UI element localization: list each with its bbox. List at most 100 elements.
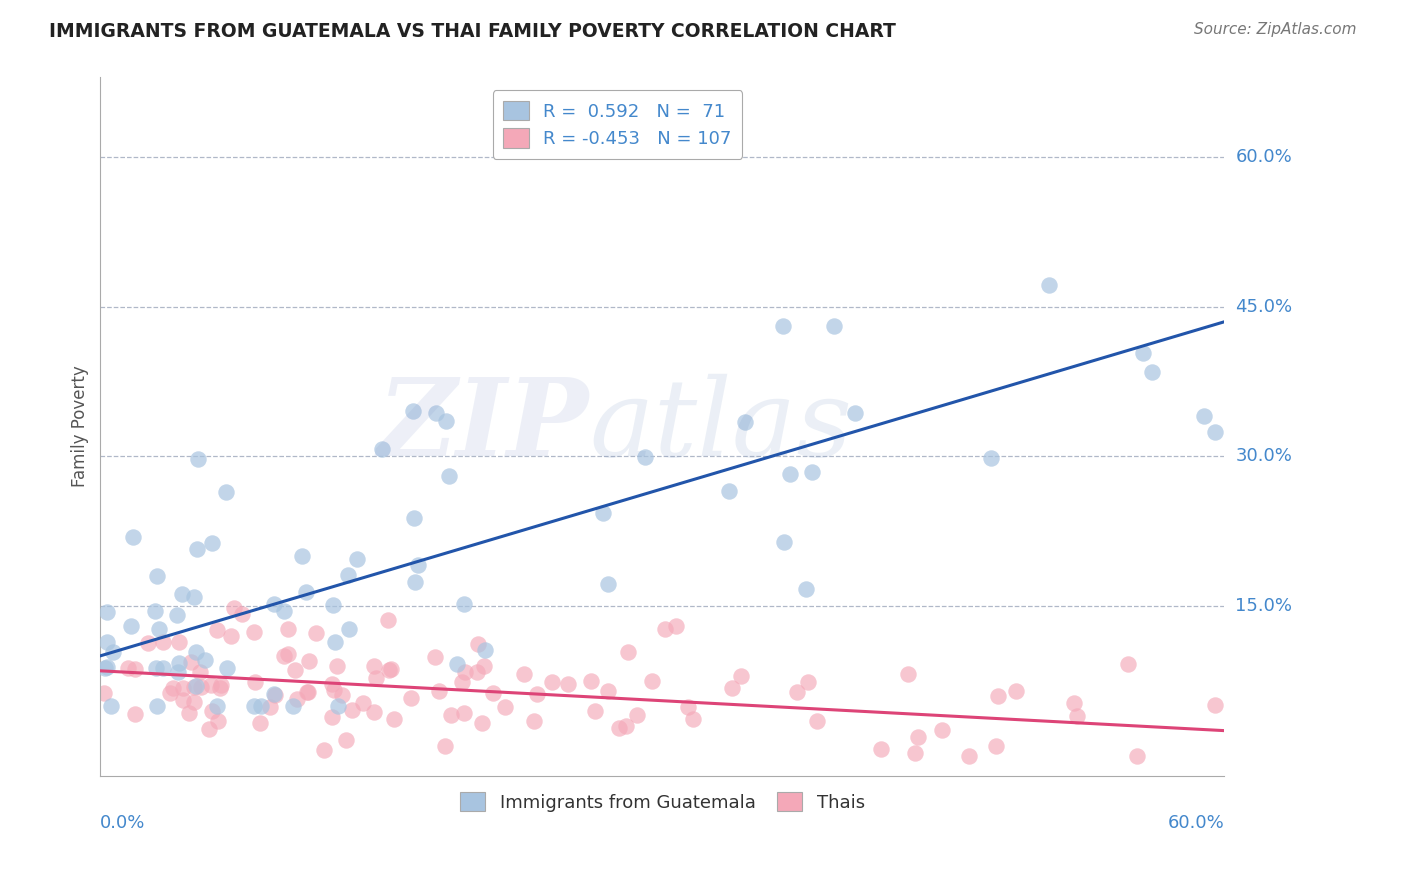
Point [377, 663, 399, 677]
Point [190, 680, 212, 694]
Point [121, 530, 143, 544]
Point [179, 655, 201, 669]
Point [152, 635, 174, 649]
Point [96, 659, 118, 673]
Point [772, 318, 794, 333]
Text: 60.0%: 60.0% [1236, 148, 1292, 166]
Point [273, 648, 295, 663]
Point [797, 674, 820, 689]
Point [162, 681, 184, 695]
Point [1038, 277, 1060, 292]
Point [337, 622, 360, 636]
Point [465, 665, 488, 680]
Point [167, 656, 190, 670]
Legend: Immigrants from Guatemala, Thais: Immigrants from Guatemala, Thais [453, 784, 872, 819]
Point [277, 648, 299, 662]
Point [440, 707, 463, 722]
Point [215, 485, 238, 500]
Point [450, 674, 472, 689]
Point [205, 698, 228, 713]
Point [219, 629, 242, 643]
Point [283, 698, 305, 713]
Point [117, 661, 139, 675]
Point [401, 404, 423, 418]
Point [425, 649, 447, 664]
Point [734, 415, 756, 429]
Point [200, 678, 222, 692]
Point [579, 674, 602, 689]
Point [583, 704, 606, 718]
Point [682, 712, 704, 726]
Point [633, 450, 655, 464]
Point [1192, 409, 1215, 424]
Point [342, 703, 364, 717]
Point [197, 723, 219, 737]
Point [377, 613, 399, 627]
Point [1204, 425, 1226, 439]
Point [314, 743, 336, 757]
Point [1140, 365, 1163, 379]
Point [806, 714, 828, 728]
Point [94, 661, 117, 675]
Point [364, 671, 387, 685]
Text: Source: ZipAtlas.com: Source: ZipAtlas.com [1194, 22, 1357, 37]
Point [93, 686, 115, 700]
Point [205, 623, 228, 637]
Point [1204, 698, 1226, 712]
Point [676, 700, 699, 714]
Point [616, 645, 638, 659]
Point [346, 552, 368, 566]
Point [446, 657, 468, 672]
Point [201, 704, 224, 718]
Point [183, 696, 205, 710]
Point [294, 585, 316, 599]
Point [382, 712, 405, 726]
Point [596, 684, 619, 698]
Point [277, 622, 299, 636]
Point [145, 661, 167, 675]
Point [222, 600, 245, 615]
Point [404, 510, 426, 524]
Point [907, 730, 929, 744]
Point [335, 733, 357, 747]
Point [146, 698, 169, 713]
Point [172, 587, 194, 601]
Point [980, 450, 1002, 465]
Point [897, 667, 920, 681]
Point [794, 582, 817, 596]
Point [326, 698, 349, 713]
Text: 45.0%: 45.0% [1236, 298, 1292, 316]
Point [494, 700, 516, 714]
Point [987, 690, 1010, 704]
Point [263, 689, 285, 703]
Point [557, 676, 579, 690]
Point [285, 692, 308, 706]
Text: atlas: atlas [589, 374, 852, 479]
Point [190, 665, 212, 679]
Point [844, 405, 866, 419]
Text: 15.0%: 15.0% [1236, 597, 1292, 615]
Point [243, 674, 266, 689]
Point [96, 635, 118, 649]
Point [250, 698, 273, 713]
Point [259, 700, 281, 714]
Text: 0.0%: 0.0% [100, 814, 146, 832]
Point [718, 484, 741, 499]
Point [654, 622, 676, 636]
Point [607, 721, 630, 735]
Point [284, 663, 307, 677]
Point [148, 622, 170, 636]
Point [186, 679, 208, 693]
Point [263, 597, 285, 611]
Point [404, 574, 426, 589]
Point [363, 705, 385, 719]
Point [96, 606, 118, 620]
Point [209, 678, 232, 692]
Point [172, 693, 194, 707]
Point [1116, 657, 1139, 672]
Point [323, 683, 346, 698]
Point [263, 687, 285, 701]
Point [453, 597, 475, 611]
Text: IMMIGRANTS FROM GUATEMALA VS THAI FAMILY POVERTY CORRELATION CHART: IMMIGRANTS FROM GUATEMALA VS THAI FAMILY… [49, 22, 896, 41]
Point [152, 661, 174, 675]
